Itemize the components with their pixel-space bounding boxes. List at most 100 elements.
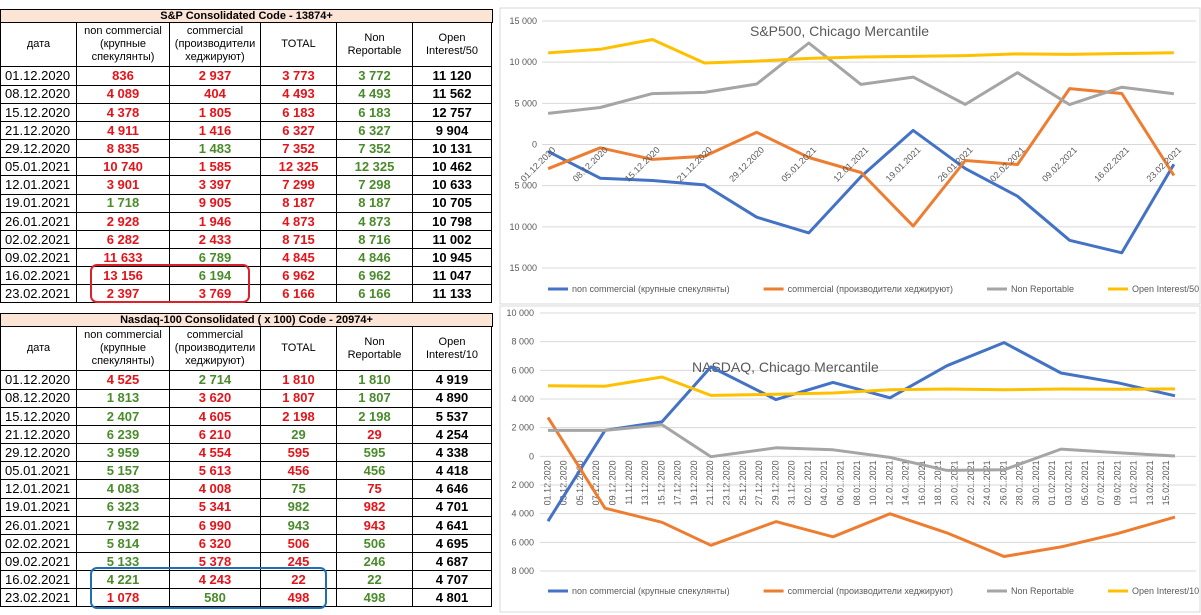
value-cell: 4 605 bbox=[170, 407, 261, 426]
x-tick-label: 07.02.2021 bbox=[1096, 460, 1106, 505]
value-cell: 506 bbox=[261, 534, 337, 553]
date-cell: 09.02.2021 bbox=[0, 552, 77, 572]
y-tick-label: 8 000 bbox=[511, 337, 534, 347]
date-cell: 01.12.2020 bbox=[0, 371, 77, 390]
value-cell: 1 946 bbox=[170, 212, 261, 231]
x-tick-label: 17.12.2020 bbox=[673, 460, 683, 505]
date-cell: 08.12.2020 bbox=[0, 389, 77, 408]
value-cell: 12 325 bbox=[337, 157, 413, 177]
value-cell: 8 187 bbox=[337, 194, 413, 213]
value-cell: 1 807 bbox=[261, 389, 337, 408]
value-cell: 6 194 bbox=[170, 266, 261, 286]
x-tick-label: 07.12.2020 bbox=[591, 460, 601, 505]
value-cell: 595 bbox=[337, 443, 413, 463]
value-cell: 3 772 bbox=[337, 67, 413, 86]
column-header: Open Interest/10 bbox=[413, 327, 492, 371]
x-tick-label: 13.12.2020 bbox=[640, 460, 650, 505]
legend-label: Open Interest/10 bbox=[1132, 586, 1199, 596]
value-cell: 4 873 bbox=[337, 212, 413, 231]
value-cell: 1 810 bbox=[337, 371, 413, 390]
column-header: commercial (производители хеджируют) bbox=[170, 23, 261, 67]
series-line bbox=[546, 416, 1176, 558]
x-tick-label: 16.01.2021 bbox=[917, 460, 927, 505]
value-cell: 75 bbox=[337, 479, 413, 499]
value-cell: 2 407 bbox=[77, 407, 170, 426]
value-cell: 4 338 bbox=[413, 443, 492, 463]
x-tick-label: 15.02.2021 bbox=[1161, 460, 1171, 505]
value-cell: 75 bbox=[261, 479, 337, 499]
y-tick-label: 4 000 bbox=[511, 394, 534, 404]
series-line bbox=[547, 375, 1176, 397]
value-cell: 4 089 bbox=[77, 85, 170, 104]
table-title: S&P Consolidated Code - 13874+ bbox=[0, 9, 493, 23]
value-cell: 943 bbox=[337, 516, 413, 535]
x-tick-label: 13.02.2021 bbox=[1145, 460, 1155, 505]
value-cell: 12 325 bbox=[261, 157, 337, 177]
y-tick-label: 10 000 bbox=[509, 57, 537, 67]
value-cell: 4 243 bbox=[170, 570, 261, 590]
series-line bbox=[548, 423, 1176, 472]
date-cell: 15.12.2020 bbox=[0, 103, 77, 122]
value-cell: 404 bbox=[170, 85, 261, 104]
date-cell: 19.01.2021 bbox=[0, 194, 77, 213]
value-cell: 4 846 bbox=[337, 248, 413, 268]
value-cell: 4 378 bbox=[77, 103, 170, 122]
value-cell: 456 bbox=[337, 461, 413, 481]
x-tick-label: 18.01.2021 bbox=[933, 460, 943, 505]
value-cell: 2 928 bbox=[77, 212, 170, 231]
value-cell: 5 157 bbox=[77, 461, 170, 481]
value-cell: 456 bbox=[261, 461, 337, 481]
value-cell: 580 bbox=[170, 588, 261, 608]
value-cell: 3 620 bbox=[170, 389, 261, 408]
date-cell: 01.12.2020 bbox=[0, 67, 77, 86]
value-cell: 5 341 bbox=[170, 498, 261, 517]
value-cell: 4 801 bbox=[413, 588, 492, 608]
x-tick-label: 25.12.2020 bbox=[738, 460, 748, 505]
date-cell: 16.02.2021 bbox=[0, 266, 77, 286]
value-cell: 4 221 bbox=[77, 570, 170, 590]
column-header: non commercial (крупные спекулянты) bbox=[77, 327, 170, 371]
series-line bbox=[547, 87, 1176, 228]
y-tick-label: 0 bbox=[529, 451, 534, 461]
value-cell: 7 299 bbox=[261, 175, 337, 195]
value-cell: 6 282 bbox=[77, 230, 170, 249]
value-cell: 4 525 bbox=[77, 371, 170, 390]
date-cell: 12.01.2021 bbox=[0, 175, 77, 195]
value-cell: 1 078 bbox=[77, 588, 170, 608]
value-cell: 11 047 bbox=[413, 266, 492, 286]
x-tick-label: 20.01.2021 bbox=[950, 460, 960, 505]
legend-label: non commercial (крупные спекулянты) bbox=[572, 586, 730, 596]
value-cell: 3 959 bbox=[77, 443, 170, 463]
value-cell: 29 bbox=[261, 425, 337, 445]
x-tick-label: 03.02.2021 bbox=[1064, 460, 1074, 505]
x-tick-label: 01.02.2021 bbox=[1047, 460, 1057, 505]
value-cell: 836 bbox=[77, 67, 170, 86]
value-cell: 3 773 bbox=[261, 67, 337, 86]
value-cell: 1 718 bbox=[77, 194, 170, 213]
x-tick-label: 05.02.2021 bbox=[1080, 460, 1090, 505]
series-line bbox=[547, 38, 1174, 65]
date-cell: 26.01.2021 bbox=[0, 516, 77, 535]
x-tick-label: 12.01.2021 bbox=[884, 460, 894, 505]
value-cell: 498 bbox=[337, 588, 413, 608]
x-tick-label: 02.01.2021 bbox=[803, 460, 813, 505]
value-cell: 1 483 bbox=[170, 139, 261, 159]
y-tick-label: 4 000 bbox=[511, 509, 534, 519]
legend-label: commercial (производители хеджируют) bbox=[788, 586, 953, 596]
x-tick-label: 21.12.2020 bbox=[705, 460, 715, 505]
x-tick-label: 01.12.2020 bbox=[542, 460, 552, 505]
column-header: Non Reportable bbox=[337, 327, 413, 371]
value-cell: 4 873 bbox=[261, 212, 337, 231]
value-cell: 982 bbox=[261, 498, 337, 517]
value-cell: 22 bbox=[261, 570, 337, 590]
date-cell: 05.01.2021 bbox=[0, 461, 77, 481]
value-cell: 2 714 bbox=[170, 371, 261, 390]
value-cell: 1 805 bbox=[170, 103, 261, 122]
value-cell: 2 433 bbox=[170, 230, 261, 249]
x-tick-label: 24.01.2021 bbox=[982, 460, 992, 505]
x-tick-label: 09.12.2020 bbox=[608, 460, 618, 505]
value-cell: 6 166 bbox=[337, 284, 413, 304]
column-header: TOTAL bbox=[261, 23, 337, 67]
column-header: TOTAL bbox=[261, 327, 337, 371]
x-tick-label: 09.02.2021 bbox=[1112, 460, 1122, 505]
